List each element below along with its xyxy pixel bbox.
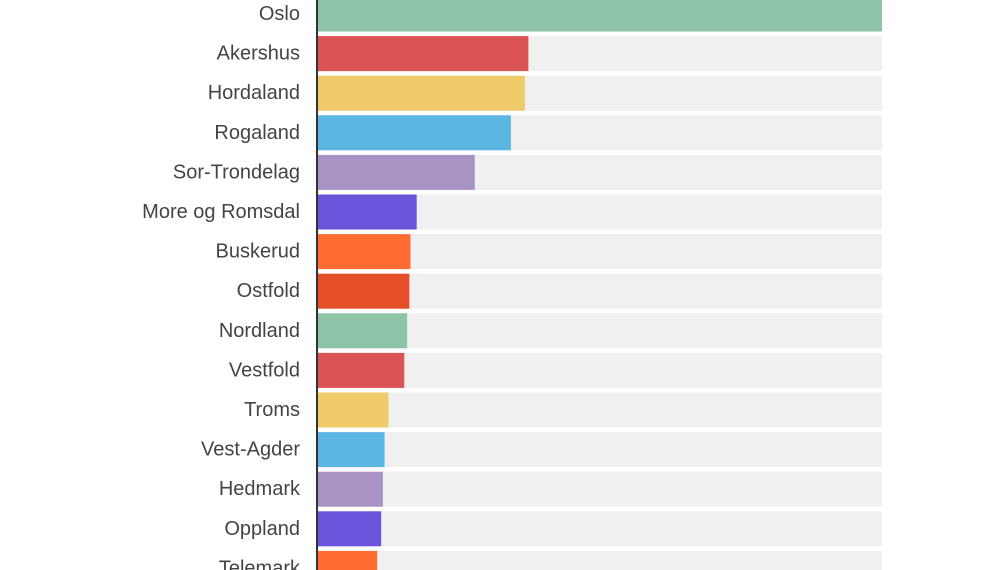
category-label: Sor-Trondelag: [173, 161, 300, 183]
category-label: Akershus: [217, 43, 300, 65]
category-label: Hordaland: [208, 82, 300, 104]
bar: [318, 313, 408, 349]
bars: [318, 0, 882, 570]
category-label: Buskerud: [216, 241, 301, 263]
category-label: Oppland: [224, 518, 300, 540]
bar: [318, 154, 475, 190]
category-label: More og Romsdal: [142, 201, 300, 223]
bar-track: [318, 432, 882, 468]
category-label: Oslo: [259, 3, 300, 25]
category-label: Troms: [244, 399, 300, 421]
category-label: Ostfold: [237, 280, 300, 302]
bar-track: [318, 313, 882, 349]
bar-track: [318, 352, 882, 388]
bar: [318, 471, 383, 507]
bar: [318, 75, 525, 111]
bar: [318, 36, 529, 72]
bar-track: [318, 273, 882, 309]
bar: [318, 392, 389, 428]
bar-track: [318, 392, 882, 428]
bar: [318, 511, 382, 547]
bar-track: [318, 234, 882, 270]
bar: [318, 234, 411, 270]
bar: [318, 550, 378, 570]
category-label: Vestfold: [229, 359, 300, 381]
bar: [318, 0, 882, 32]
category-label: Vest-Agder: [201, 439, 300, 461]
bar: [318, 115, 511, 151]
category-label: Hedmark: [219, 478, 301, 500]
bar-track: [318, 550, 882, 570]
category-label: Nordland: [219, 320, 300, 342]
bar-track: [318, 511, 882, 547]
bar-track: [318, 471, 882, 507]
bar: [318, 432, 385, 468]
bar: [318, 352, 405, 388]
category-label: Rogaland: [214, 122, 300, 144]
category-labels: Oslo Akershus Hordaland Rogaland Sor-Trondel…: [142, 3, 301, 570]
bar: [318, 273, 410, 309]
bar: [318, 194, 417, 230]
category-label: Telemark: [219, 557, 301, 570]
